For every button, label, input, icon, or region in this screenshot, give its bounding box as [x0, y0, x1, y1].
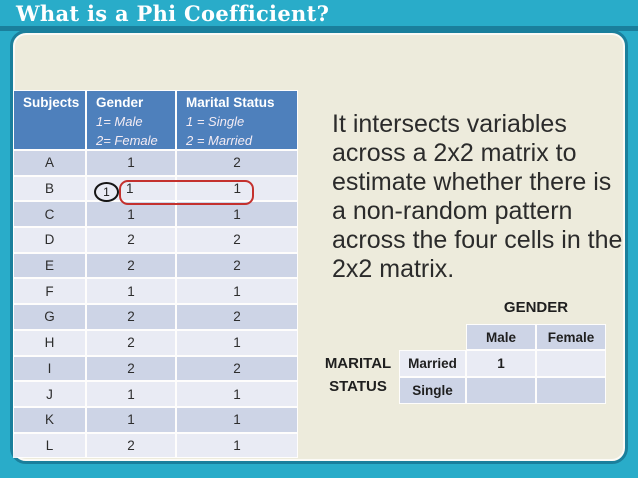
- gender-cell: 1: [87, 279, 175, 304]
- gender-cell: 2: [87, 253, 175, 278]
- column-header-legend: 1 = Single 2 = Married: [186, 114, 253, 148]
- marital-status-cell: 2: [177, 305, 297, 329]
- subject-cell: A: [14, 151, 85, 175]
- column-header-title: Gender: [96, 95, 144, 110]
- gender-cell: 1: [87, 151, 175, 175]
- subject-cell: D: [14, 228, 85, 252]
- subject-cell: F: [14, 279, 85, 304]
- gender-cell: 1: [87, 382, 175, 406]
- subject-cell: L: [14, 433, 85, 458]
- matrix-column-header: Female: [537, 325, 605, 349]
- marital-status-cell: 1: [177, 330, 297, 355]
- matrix-column-group-label: GENDER: [503, 299, 569, 316]
- column-header-title: Subjects: [23, 95, 80, 110]
- matrix-column-header: Male: [467, 325, 535, 349]
- matrix-row-header: Married: [400, 351, 465, 376]
- circled-number-annotation: 1: [94, 182, 119, 202]
- phi-2x2-matrix: Male Female Married 1 Single: [400, 325, 605, 403]
- subject-cell: H: [14, 330, 85, 355]
- marital-status-cell: 2: [177, 253, 297, 278]
- marital-status-cell: 1: [177, 407, 297, 432]
- column-header-subjects: Subjects: [14, 91, 85, 149]
- subject-cell: G: [14, 305, 85, 329]
- marital-status-cell: 2: [177, 151, 297, 175]
- matrix-cell: 1: [467, 351, 535, 376]
- gender-cell: 1: [87, 202, 175, 227]
- gender-cell: 1: [87, 407, 175, 432]
- matrix-cell: [467, 378, 535, 403]
- marital-status-cell: 1: [177, 382, 297, 406]
- marital-status-cell: 2: [177, 228, 297, 252]
- column-header-marital-status: Marital Status 1 = Single 2 = Married: [177, 91, 297, 149]
- marital-status-cell: 2: [177, 356, 297, 381]
- explanation-paragraph: It intersects variables across a 2x2 mat…: [332, 110, 623, 283]
- red-highlight-box: [119, 180, 254, 205]
- marital-status-cell: 1: [177, 279, 297, 304]
- gender-cell: 2: [87, 356, 175, 381]
- gender-cell: 2: [87, 330, 175, 355]
- matrix-row-group-label: MARITAL STATUS: [324, 355, 392, 395]
- gender-cell: 2: [87, 433, 175, 458]
- subject-cell: E: [14, 253, 85, 278]
- matrix-corner: [400, 325, 465, 349]
- marital-status-cell: 1: [177, 433, 297, 458]
- matrix-row-header: Single: [400, 378, 465, 403]
- column-header-title: Marital Status: [186, 95, 275, 110]
- gender-cell: 2: [87, 228, 175, 252]
- subject-cell: B: [14, 176, 85, 201]
- subject-cell: I: [14, 356, 85, 381]
- marital-status-cell: 1: [177, 176, 297, 201]
- slide-title: What is a Phi Coefficient?: [16, 1, 330, 26]
- subject-cell: C: [14, 202, 85, 227]
- subject-cell: J: [14, 382, 85, 406]
- subject-cell: K: [14, 407, 85, 432]
- marital-status-cell: 1: [177, 202, 297, 227]
- column-header-legend: 1= Male 2= Female: [96, 114, 158, 148]
- matrix-cell: [537, 351, 605, 376]
- gender-cell: 2: [87, 305, 175, 329]
- title-underline: [0, 26, 638, 31]
- subjects-table: Subjects Gender 1= Male 2= Female Marita…: [14, 91, 297, 458]
- matrix-cell: [537, 378, 605, 403]
- column-header-gender: Gender 1= Male 2= Female: [87, 91, 175, 149]
